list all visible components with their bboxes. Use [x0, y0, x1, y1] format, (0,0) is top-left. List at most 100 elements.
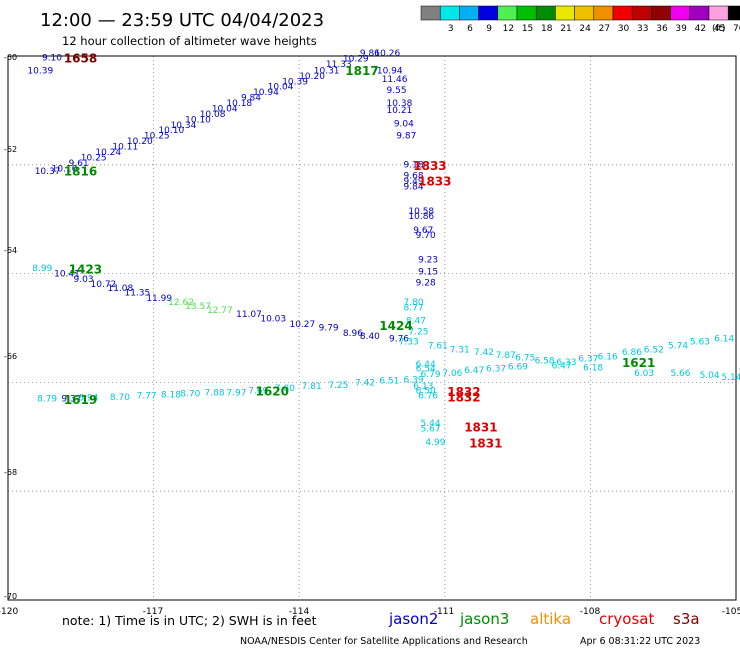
satellite-name-cryosat: cryosat	[599, 610, 654, 628]
wave-height-value: 6.69	[508, 362, 528, 372]
wave-height-value: 11.46	[382, 75, 408, 85]
wave-height-value: 6.18	[583, 363, 603, 373]
wave-height-value: 10.29	[343, 54, 369, 64]
wave-height-value: 8.94	[78, 393, 98, 403]
wave-height-value: 8.79	[37, 394, 57, 404]
wave-height-value: 8.70	[110, 393, 130, 403]
wave-height-value: 5.04	[700, 371, 720, 381]
wave-height-value: 6.14	[714, 335, 734, 345]
legend-bin-label: 27	[599, 24, 610, 34]
wave-height-value: 7.61	[428, 342, 448, 352]
wave-height-value: 9.18	[404, 161, 424, 171]
wave-height-value: 7.87	[496, 351, 516, 361]
pass-time-label: 1621	[622, 356, 655, 370]
legend-color-box	[651, 5, 671, 21]
lat-label: -64	[4, 246, 17, 255]
wave-height-value: 10.39	[282, 77, 308, 87]
legend-color-box	[727, 5, 740, 21]
wave-height-value: 10.25	[81, 153, 107, 163]
lat-label: -70	[4, 592, 17, 601]
wave-height-value: 7.06	[442, 369, 462, 379]
lat-label: -68	[4, 468, 17, 477]
legend-bin-label: 18	[541, 24, 553, 34]
wave-height-value: 7.25	[408, 328, 428, 338]
lon-label: -114	[289, 607, 310, 617]
wave-height-value: 10.08	[200, 110, 226, 120]
legend-bin-label: 6	[467, 24, 473, 34]
wave-height-value: 10.39	[27, 66, 53, 76]
map-title: 12:00 — 23:59 UTC 04/04/2023	[40, 10, 324, 31]
wave-height-value: 8.18	[161, 391, 181, 401]
footer-timestamp: Apr 6 08:31:22 UTC 2023	[580, 636, 700, 647]
wave-height-value: 6.47	[552, 361, 572, 371]
wave-height-value: 8.99	[32, 264, 52, 274]
legend-color-box	[497, 5, 518, 21]
satellite-name-jason3: jason3	[459, 610, 509, 628]
wave-height-value: 9.28	[416, 279, 436, 289]
legend-bin-label: 39	[675, 24, 687, 34]
legend-color-box	[555, 5, 575, 21]
legend-bin-label: 42	[695, 24, 706, 34]
wave-height-value: 10.21	[387, 106, 413, 116]
wave-height-value: 10.20	[127, 137, 153, 147]
wave-height-value: 6.50	[416, 386, 436, 396]
wave-height-value: 11.33	[326, 60, 352, 70]
wave-height-value: 12.62	[168, 298, 194, 308]
wave-height-value: 5.14	[721, 373, 740, 383]
wave-height-value: 9.37	[61, 394, 81, 404]
wave-height-value: 11.07	[236, 310, 262, 320]
wave-height-value: 9.10	[42, 53, 62, 63]
pass-time-label: 1423	[69, 263, 102, 277]
wave-height-value: 10.18	[226, 99, 252, 109]
pass-time-label: 1620	[256, 384, 289, 398]
wave-height-value: 10.31	[314, 66, 340, 76]
wave-height-value: 10.37	[35, 167, 61, 177]
wave-height-value: 6.76	[418, 392, 438, 402]
lon-label: -105	[722, 607, 740, 617]
legend-color-box	[420, 5, 441, 21]
legend-bin-label: 30	[618, 24, 630, 34]
wave-height-value: 9.70	[416, 231, 436, 241]
wave-height-value: 7.69	[248, 386, 268, 396]
wave-height-value: 7.88	[205, 388, 225, 398]
wave-height-value: 10.94	[377, 66, 403, 76]
lon-label: -108	[580, 607, 601, 617]
wave-height-value: 9.03	[74, 275, 94, 285]
wave-height-value: 10.10	[52, 164, 78, 174]
wave-height-value: 10.04	[268, 83, 294, 93]
legend-bin-label: 3	[448, 24, 454, 34]
legend-unit-label: (ft)	[712, 24, 726, 34]
footer-credit: NOAA/NESDIS Center for Satellite Applica…	[240, 636, 528, 647]
satellite-legend: jason2 jason3 altika cryosat s3a	[388, 610, 700, 628]
wave-height-color-legend: 36912151821242730333639424570	[420, 5, 740, 34]
legend-color-box	[516, 5, 537, 21]
pass-time-label: 1831	[469, 437, 502, 451]
satellite-name-jason2: jason2	[388, 610, 438, 628]
legend-color-box	[708, 5, 729, 21]
legend-bin-label: 33	[637, 24, 648, 34]
wave-height-value: 7.25	[328, 381, 348, 391]
wave-height-value: 7.42	[355, 379, 375, 389]
legend-color-box	[593, 5, 614, 21]
wave-height-value: 9.61	[69, 159, 89, 169]
wave-height-value: 6.33	[556, 358, 576, 368]
wave-height-value: 9.84	[241, 94, 261, 104]
pass-time-label: 1833	[418, 174, 451, 188]
wave-height-value: 8.77	[404, 304, 424, 314]
wave-height-value: 11.99	[146, 294, 172, 304]
pass-time-label: 1424	[379, 319, 412, 333]
wave-height-value: 7.42	[474, 348, 494, 358]
wave-height-value: 8.40	[360, 332, 380, 342]
legend-color-box	[535, 5, 556, 21]
lon-label: -111	[434, 607, 454, 617]
wave-height-value: 9.87	[396, 132, 416, 142]
wave-height-value: 10.03	[260, 314, 286, 324]
wave-height-value: 9.23	[418, 256, 438, 266]
wave-height-value: 11.35	[124, 288, 150, 298]
wave-height-value: 13.57	[185, 302, 211, 312]
satellite-name-altika: altika	[530, 610, 571, 628]
wave-height-value: 10.10	[185, 115, 211, 125]
wave-height-value: 7.97	[226, 388, 246, 398]
lat-lon-grid	[8, 56, 736, 600]
legend-bin-label: 36	[656, 24, 668, 34]
